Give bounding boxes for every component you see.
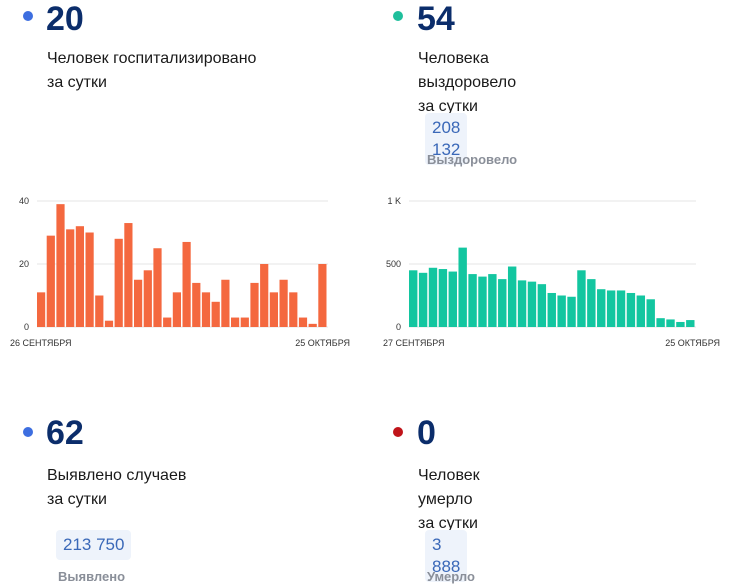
died-description: Человек умерло за сутки <box>418 467 480 532</box>
bar <box>557 295 566 327</box>
bar <box>458 247 467 327</box>
bar <box>153 248 162 327</box>
bar <box>498 279 507 327</box>
detected-total-label: Выявлено <box>58 569 126 584</box>
bar <box>478 276 487 327</box>
bar <box>46 235 55 327</box>
bar <box>318 264 327 327</box>
bar <box>143 270 152 327</box>
y-tick-label: 500 <box>386 259 401 269</box>
bar <box>686 320 695 327</box>
bar <box>56 204 65 327</box>
bar <box>201 292 211 327</box>
y-tick-label: 40 <box>19 196 29 206</box>
bar <box>507 266 517 327</box>
bar <box>597 289 606 327</box>
bar <box>279 279 288 327</box>
bar <box>626 292 636 327</box>
x-end-label: 25 ОКТЯБРЯ <box>665 338 720 348</box>
bar <box>587 279 596 327</box>
hospitalized-chart: 0 20 40 26 СЕНТЯБРЯ 25 ОКТЯБРЯ <box>10 196 350 348</box>
status-dot <box>23 427 33 437</box>
bar <box>537 284 547 327</box>
bar <box>289 292 298 327</box>
bar <box>298 317 308 327</box>
y-tick-label: 0 <box>396 322 401 332</box>
bar <box>163 317 172 327</box>
bar <box>114 238 123 327</box>
bar <box>646 299 655 327</box>
x-start-label: 27 СЕНТЯБРЯ <box>383 338 445 348</box>
bar <box>488 274 497 327</box>
bar <box>527 281 537 327</box>
bar <box>182 241 191 327</box>
bar <box>606 290 616 327</box>
bar <box>517 280 527 327</box>
bar <box>448 271 457 327</box>
bar <box>231 317 240 327</box>
died-total-label: Умерло <box>427 569 475 584</box>
bar <box>95 295 104 327</box>
bar <box>124 223 133 327</box>
hospitalized-description: Человек госпитализировано за сутки <box>47 50 257 91</box>
died-total: 3 888 <box>425 530 468 582</box>
bar <box>438 269 448 327</box>
bar <box>104 320 114 327</box>
x-start-label: 26 СЕНТЯБРЯ <box>10 338 72 348</box>
y-tick-label: 20 <box>19 259 29 269</box>
detected-count: 62 <box>46 414 84 452</box>
hospitalized-count: 20 <box>46 0 84 38</box>
bar <box>240 317 249 327</box>
detected-description: Выявлено случаев за сутки <box>47 467 187 508</box>
detected-total: 213 750 <box>56 530 132 560</box>
bar <box>250 282 259 327</box>
bar <box>269 292 278 327</box>
recovered-description: Человека выздоровело за сутки <box>418 50 517 115</box>
bar <box>172 292 181 327</box>
bar <box>66 229 75 327</box>
bar <box>428 267 438 327</box>
bar <box>567 296 576 327</box>
bar <box>468 274 477 327</box>
bar <box>37 292 46 327</box>
y-tick-label: 0 <box>24 322 29 332</box>
bar <box>260 264 269 327</box>
recovered-chart: 0 500 1 K 27 СЕНТЯБРЯ 25 ОКТЯБРЯ <box>383 196 720 348</box>
bar <box>211 301 220 327</box>
status-dot <box>393 11 403 21</box>
bar <box>656 318 665 327</box>
bar <box>409 270 418 327</box>
died-count: 0 <box>417 414 436 452</box>
status-dot <box>23 11 33 21</box>
bar <box>577 270 586 327</box>
bar <box>547 292 556 327</box>
bar <box>666 319 675 327</box>
bar <box>418 272 428 327</box>
bar <box>85 232 94 327</box>
bar <box>308 323 317 327</box>
bar <box>192 282 201 327</box>
bar <box>636 295 646 327</box>
recovered-total: 208 132 <box>425 113 468 165</box>
bar <box>75 226 84 327</box>
bar <box>676 321 685 327</box>
x-end-label: 25 ОКТЯБРЯ <box>295 338 350 348</box>
y-tick-label: 1 K <box>387 196 401 206</box>
bar <box>616 290 626 327</box>
recovered-total-label: Выздоровело <box>427 152 518 167</box>
status-dot <box>393 427 403 437</box>
recovered-count: 54 <box>417 0 455 38</box>
bar <box>134 279 143 327</box>
bar <box>221 279 230 327</box>
